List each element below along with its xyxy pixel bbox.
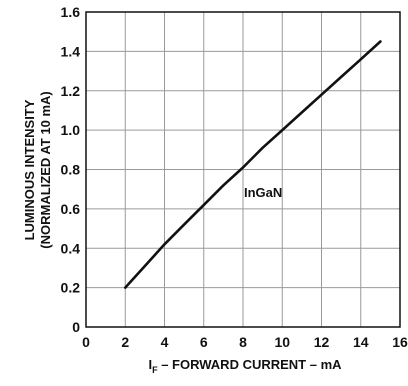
x-tick-label: 4 (161, 334, 169, 350)
y-axis-title-line1: LUMINOUS INTENSITY (22, 99, 37, 240)
y-tick-label: 0.4 (61, 240, 81, 256)
x-tick-label: 16 (392, 334, 408, 350)
x-tick-label: 6 (200, 334, 208, 350)
x-tick-label: 8 (239, 334, 247, 350)
annotation-label: InGaN (244, 185, 282, 200)
y-tick-label: 0.8 (61, 162, 81, 178)
series-line (124, 40, 382, 289)
y-tick-label: 0.6 (61, 201, 81, 217)
y-tick-label: 0 (72, 319, 80, 335)
x-axis-title: IF – FORWARD CURRENT – mA (148, 357, 342, 375)
x-tick-label: 2 (121, 334, 129, 350)
x-axis-title-subscript: F (152, 365, 158, 375)
x-axis-title-rest: – FORWARD CURRENT – mA (158, 357, 343, 372)
series-layer (124, 40, 382, 289)
y-tick-label: 1.2 (61, 83, 81, 99)
y-axis-title-line2: (NORMALIZED AT 10 mA) (38, 91, 53, 248)
plot-frame (85, 11, 401, 328)
y-tick-label: 1.0 (61, 122, 81, 138)
y-tick-label: 1.4 (61, 43, 81, 59)
labels: InGaN LUMINOUS INTENSITY (NORMALIZED AT … (22, 91, 342, 375)
x-axis-title-prefix: I (148, 357, 152, 372)
x-tick-label: 14 (353, 334, 369, 350)
x-tick-label: 12 (314, 334, 330, 350)
y-tick-label: 1.6 (61, 4, 81, 20)
x-tick-label: 10 (274, 334, 290, 350)
axes: 0 2 4 6 8 10 12 14 16 0 0.2 0.4 0.6 0.8 1.0 1.2 1.4 1.6 (61, 4, 408, 350)
y-tick-label: 0.2 (61, 280, 81, 296)
x-tick-label: 0 (82, 334, 90, 350)
